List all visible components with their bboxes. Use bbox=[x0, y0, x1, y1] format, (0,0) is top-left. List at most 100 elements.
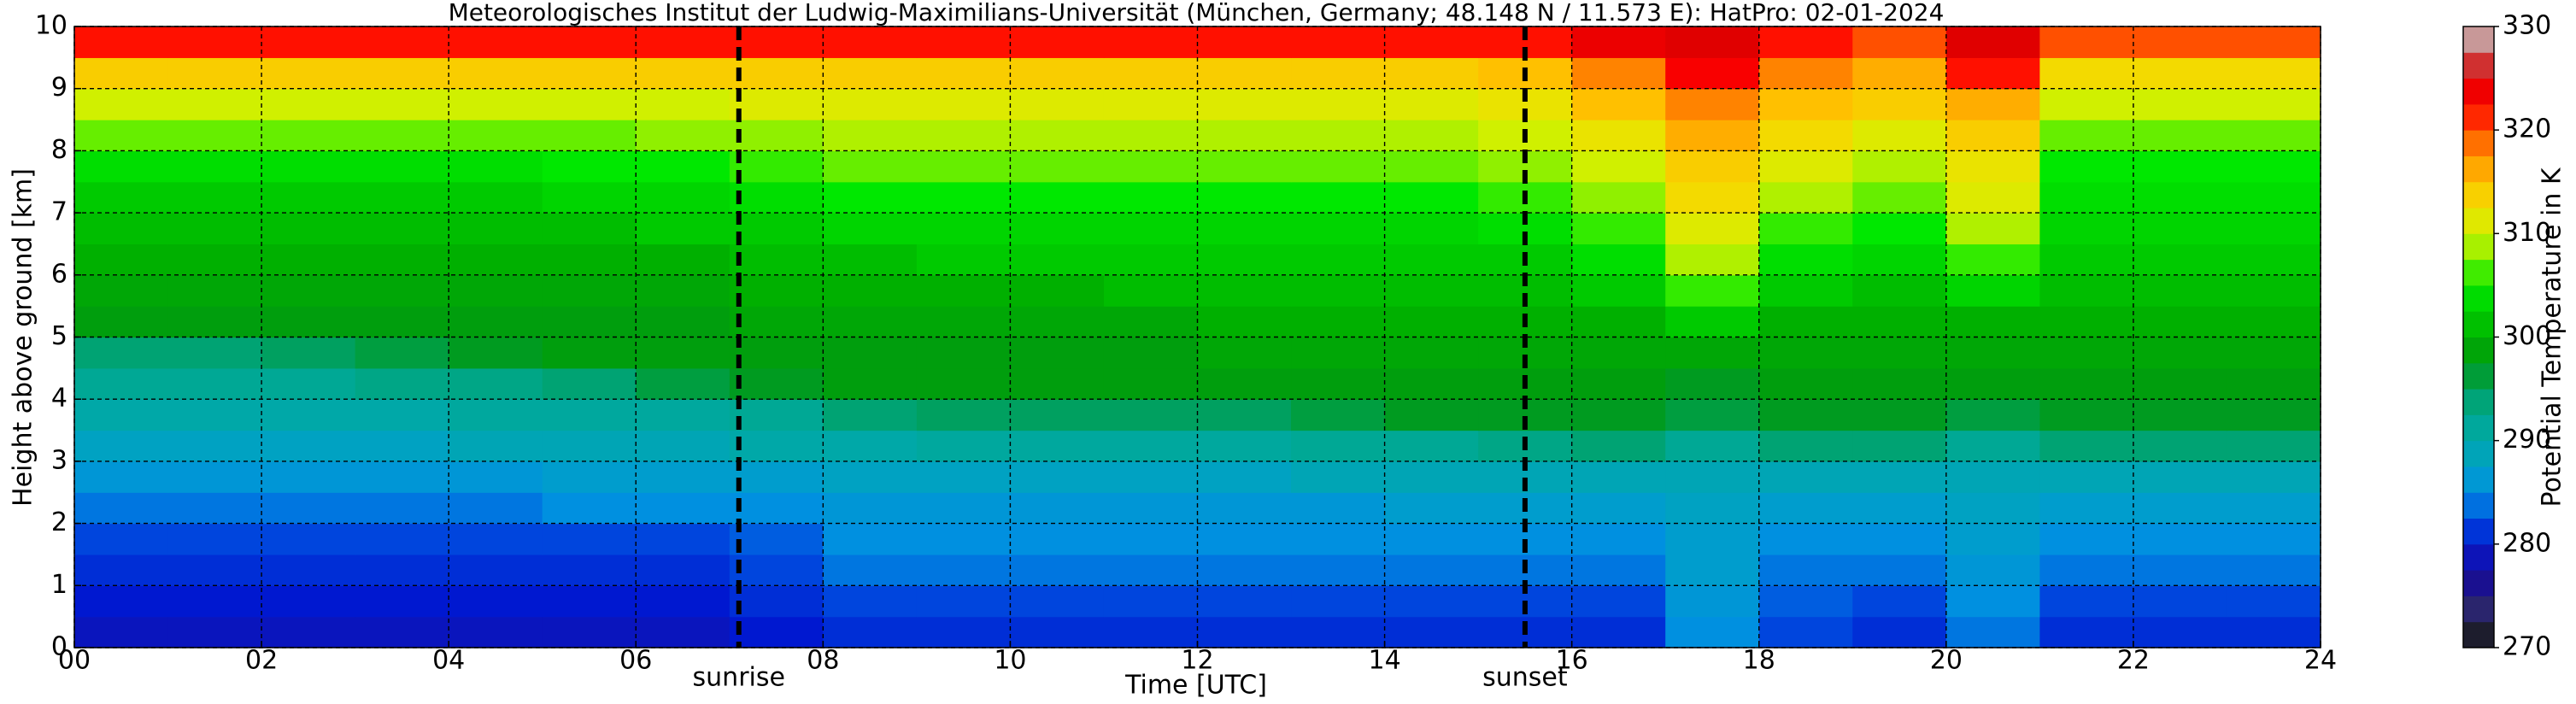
colorbar-segment bbox=[2463, 362, 2494, 390]
heat-cell bbox=[2227, 243, 2321, 276]
heat-cell bbox=[2039, 461, 2134, 493]
heat-cell bbox=[636, 181, 731, 214]
heat-cell bbox=[261, 181, 356, 214]
heat-cell bbox=[1103, 150, 1199, 183]
colorbar-tick-label: 300 bbox=[2503, 321, 2551, 351]
heat-cell bbox=[1945, 585, 2040, 618]
heat-cell bbox=[167, 181, 262, 214]
heat-cell bbox=[2039, 399, 2134, 431]
heat-cell bbox=[1103, 88, 1199, 120]
heat-cell bbox=[74, 213, 169, 245]
heat-cell bbox=[1384, 461, 1479, 493]
heat-cell bbox=[1010, 461, 1105, 493]
heat-cell bbox=[2039, 337, 2134, 369]
heat-cell bbox=[1945, 181, 2040, 214]
heat-cell bbox=[355, 213, 449, 245]
heat-cell bbox=[2227, 274, 2321, 307]
heat-cell bbox=[1945, 616, 2040, 648]
heat-cell bbox=[355, 523, 449, 555]
heat-cell bbox=[542, 306, 637, 338]
heat-cell bbox=[1852, 213, 1947, 245]
heat-cell bbox=[449, 461, 543, 493]
heat-cell bbox=[1571, 492, 1666, 525]
colorbar-segment bbox=[2463, 595, 2494, 623]
heat-cell bbox=[1384, 26, 1479, 58]
heat-cell bbox=[1945, 523, 2040, 555]
colorbar-segment bbox=[2463, 311, 2494, 337]
heat-cell bbox=[1758, 523, 1853, 555]
heat-cell bbox=[1665, 274, 1760, 307]
heat-cell bbox=[823, 554, 918, 586]
heat-cell bbox=[2133, 337, 2228, 369]
heat-cell bbox=[1852, 26, 1947, 58]
heat-cell bbox=[1852, 243, 1947, 276]
heat-cell bbox=[2227, 430, 2321, 462]
heat-cell bbox=[2227, 150, 2321, 183]
heat-cell bbox=[1103, 274, 1199, 307]
heat-cell bbox=[167, 430, 262, 462]
heat-cell bbox=[823, 337, 918, 369]
heat-cell bbox=[261, 243, 356, 276]
colorbar-segment bbox=[2463, 518, 2494, 545]
colorbar-segment bbox=[2463, 337, 2494, 364]
heat-cell bbox=[74, 337, 169, 369]
heat-cell bbox=[2039, 430, 2134, 462]
heat-cell bbox=[449, 26, 543, 58]
heat-cell bbox=[1291, 88, 1386, 120]
heat-cell bbox=[1291, 523, 1386, 555]
colorbar-segment bbox=[2463, 130, 2494, 156]
heat-cell bbox=[636, 399, 731, 431]
heat-cell bbox=[261, 88, 356, 120]
x-tick-label: 00 bbox=[58, 646, 91, 676]
heat-cell bbox=[449, 616, 543, 648]
heat-cell bbox=[261, 26, 356, 58]
colorbar-tick-label: 280 bbox=[2503, 528, 2551, 558]
x-tick-label: 20 bbox=[1930, 646, 1963, 676]
heat-cell bbox=[2227, 306, 2321, 338]
heat-cell bbox=[1103, 57, 1199, 90]
heat-cell bbox=[1665, 367, 1760, 400]
heat-cell bbox=[1758, 88, 1853, 120]
heat-cell bbox=[1852, 274, 1947, 307]
heat-cell bbox=[1945, 399, 2040, 431]
heat-cell bbox=[261, 523, 356, 555]
heat-cell bbox=[1197, 337, 1292, 369]
heat-cell bbox=[1197, 585, 1292, 618]
heat-cell bbox=[355, 616, 449, 648]
heat-cell bbox=[542, 57, 637, 90]
heat-cell bbox=[1945, 57, 2040, 90]
heat-cell bbox=[636, 461, 731, 493]
heat-cell bbox=[449, 274, 543, 307]
heat-cell bbox=[1852, 616, 1947, 648]
heat-cell bbox=[355, 88, 449, 120]
heat-cell bbox=[167, 306, 262, 338]
heat-cell bbox=[355, 120, 449, 151]
heat-cell bbox=[542, 554, 637, 586]
heat-cell bbox=[261, 616, 356, 648]
heat-cell bbox=[261, 461, 356, 493]
heat-cell bbox=[1197, 243, 1292, 276]
colorbar-segment bbox=[2463, 414, 2494, 442]
heat-cell bbox=[1571, 367, 1666, 400]
heat-cell bbox=[1945, 554, 2040, 586]
heat-cell bbox=[1571, 337, 1666, 369]
heat-cell bbox=[2227, 120, 2321, 151]
heat-cell bbox=[1103, 616, 1199, 648]
heat-cell bbox=[916, 430, 1012, 462]
heat-cell bbox=[1103, 492, 1199, 525]
heat-cell bbox=[1197, 213, 1292, 245]
heat-cell bbox=[542, 274, 637, 307]
heat-cell bbox=[1945, 306, 2040, 338]
heat-cell bbox=[1758, 243, 1853, 276]
heat-cell bbox=[916, 57, 1012, 90]
heat-cell bbox=[1197, 367, 1292, 400]
heat-cell bbox=[1758, 585, 1853, 618]
heat-cell bbox=[916, 337, 1012, 369]
heat-cell bbox=[729, 26, 824, 58]
heat-cell bbox=[1571, 120, 1666, 151]
heat-cell bbox=[261, 337, 356, 369]
heat-cell bbox=[167, 213, 262, 245]
heat-cell bbox=[2039, 306, 2134, 338]
heat-cell bbox=[823, 367, 918, 400]
heat-cell bbox=[1197, 554, 1292, 586]
